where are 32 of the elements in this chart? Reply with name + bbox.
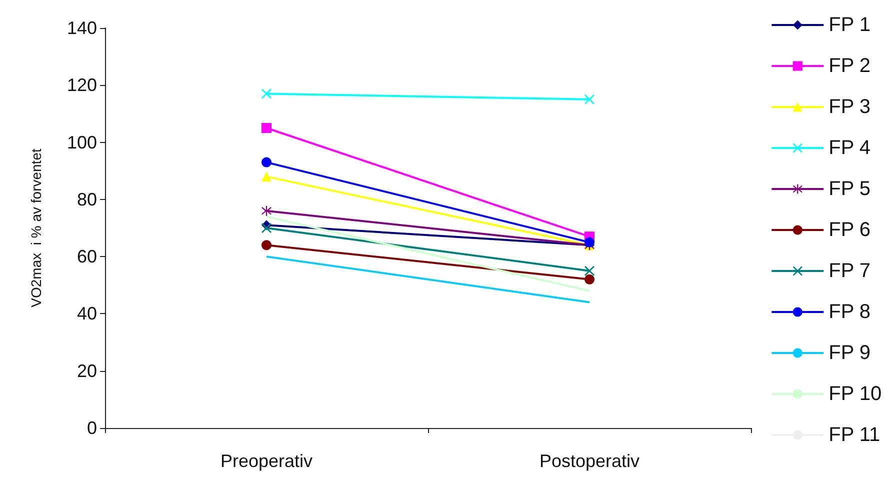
point [262, 206, 272, 216]
x-tick-label: Preoperativ [220, 451, 313, 471]
legend-label: FP 3 [828, 96, 871, 118]
y-tick-label: 100 [66, 132, 97, 152]
y-tick-label: 20 [76, 360, 97, 381]
y-tick-label: 0 [86, 418, 97, 438]
legend-label: FP 9 [828, 342, 871, 364]
legend-label: FP 5 [828, 178, 871, 200]
y-tick-label: 120 [66, 75, 97, 96]
y-axis-title: VO2max i % av forventet [28, 148, 44, 308]
legend-label: FP 1 [828, 14, 871, 36]
legend-label: FP 11 [828, 424, 880, 446]
point [262, 88, 272, 99]
point [584, 274, 594, 284]
y-tick-label: 60 [76, 246, 97, 267]
point [262, 157, 272, 168]
legend-label: FP 8 [828, 301, 871, 323]
point [584, 266, 594, 276]
point [584, 237, 594, 248]
legend-label: FP 7 [828, 260, 871, 282]
legend-label: FP 10 [828, 383, 882, 405]
legend-label: FP 6 [828, 219, 871, 241]
y-tick-label: 40 [76, 304, 97, 324]
legend-label: FP 2 [828, 55, 871, 77]
point [262, 240, 272, 250]
x-tick-label: Postoperativ [539, 451, 640, 471]
y-tick-label: 80 [76, 189, 97, 210]
point [262, 223, 272, 233]
legend-label: FP 4 [828, 137, 871, 159]
y-tick-label: 140 [66, 18, 97, 38]
point [262, 123, 272, 133]
point [584, 94, 594, 104]
